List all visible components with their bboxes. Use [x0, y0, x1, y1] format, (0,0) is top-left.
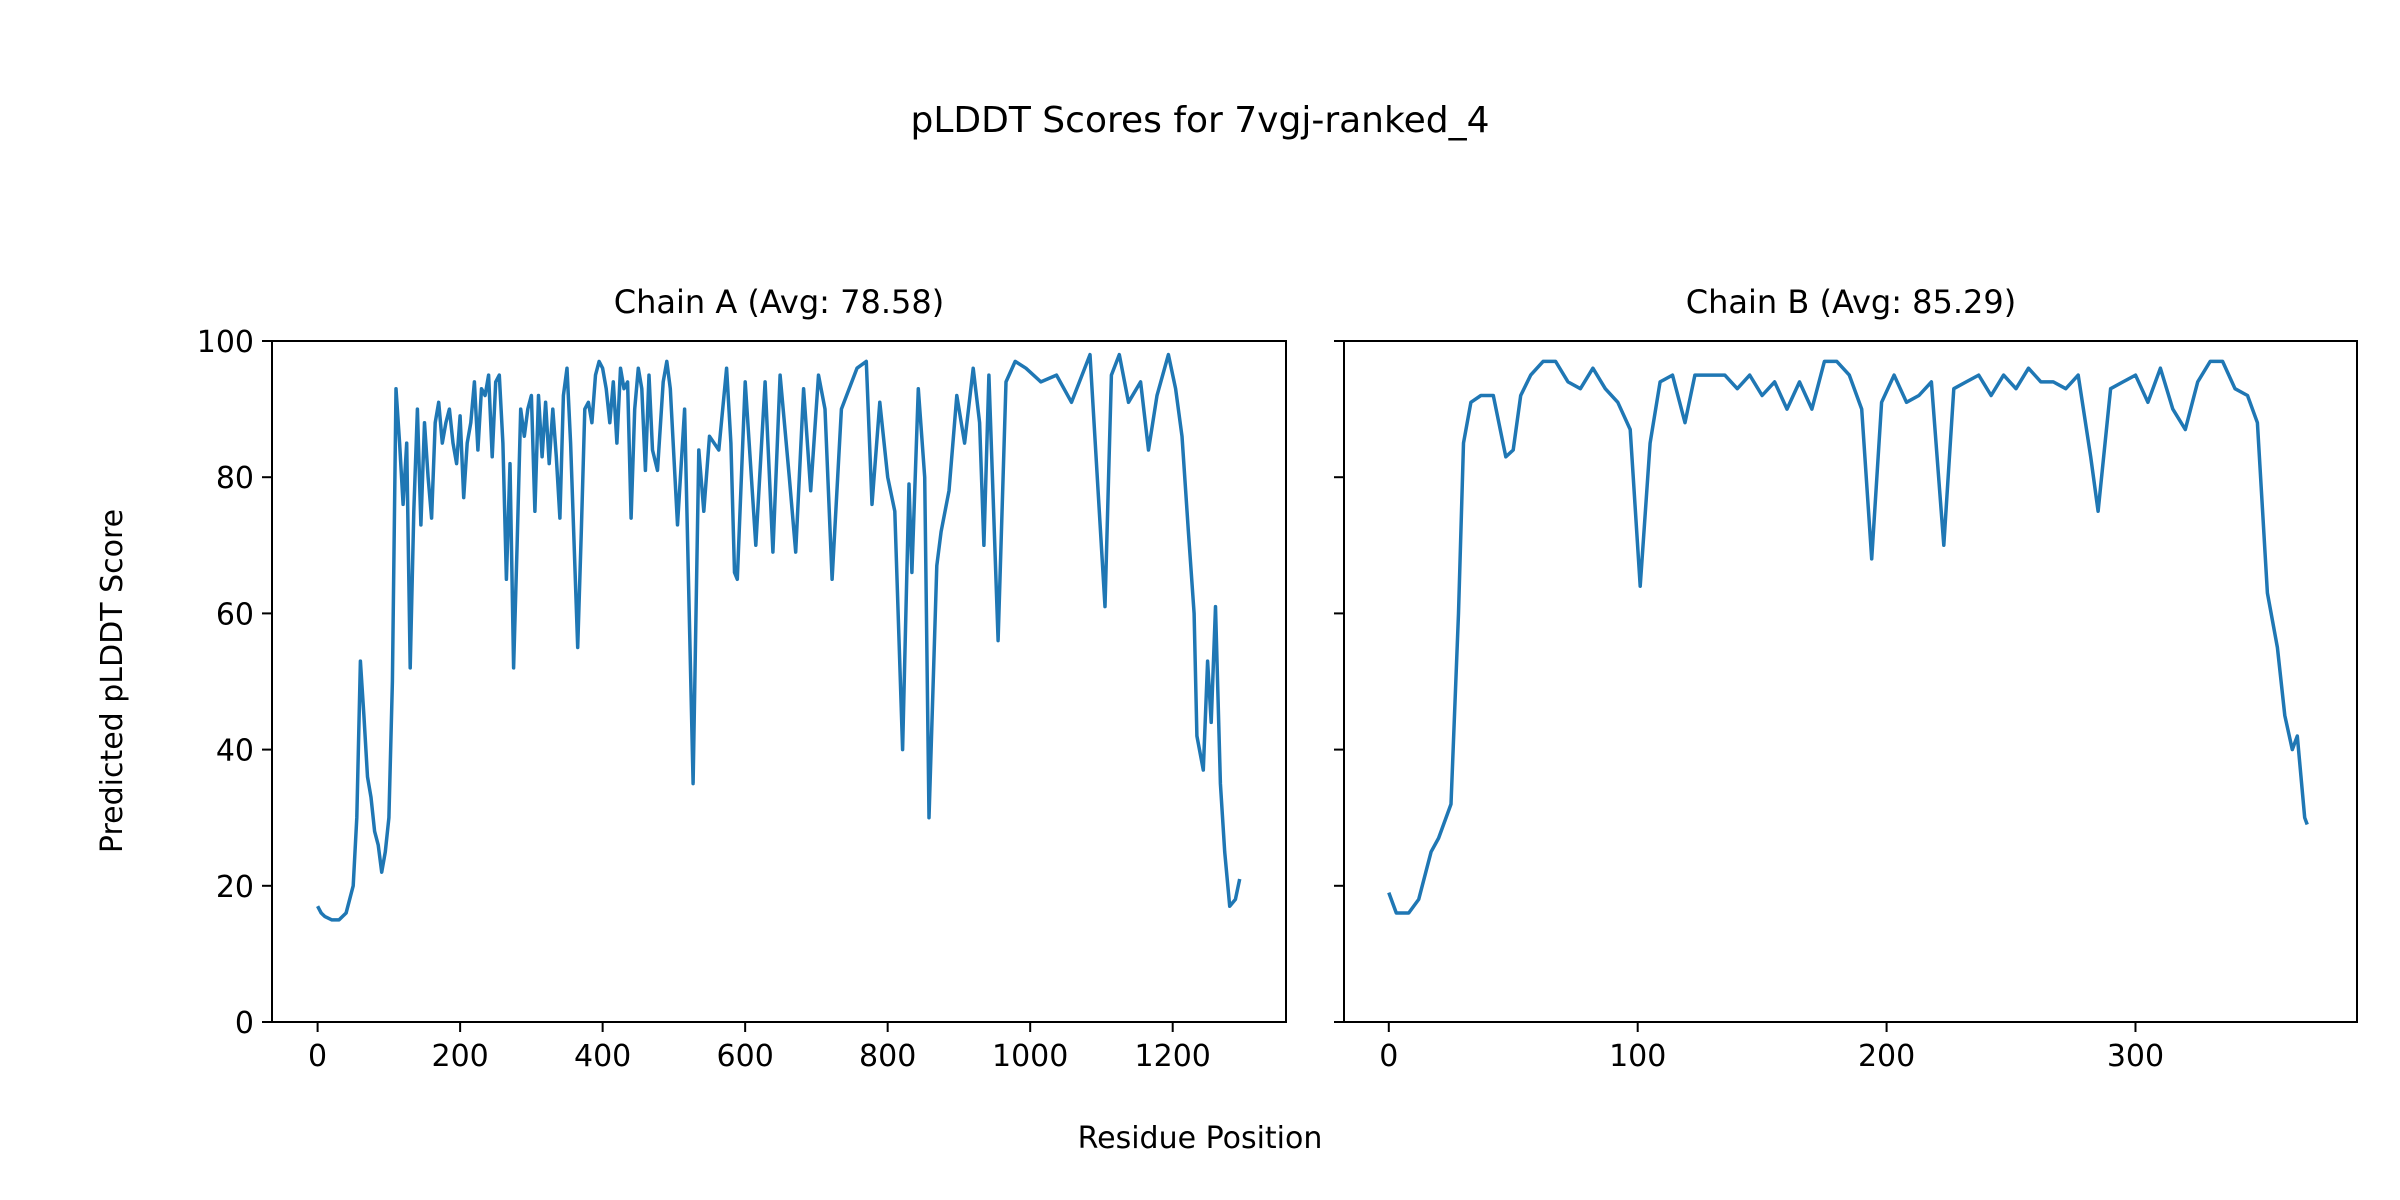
x-tick-label: 400	[574, 1039, 631, 1074]
chain-a-plddt-line	[316, 352, 1242, 922]
chain-a-axes: Chain A (Avg: 78.58) 0 200 400 600 800 1000 12…	[197, 283, 1287, 1074]
y-tick-label: 100	[197, 325, 254, 360]
x-tick-label: 1000	[992, 1039, 1068, 1074]
y-tick-label: 0	[235, 1006, 254, 1041]
chain-a-title: Chain A (Avg: 78.58)	[614, 283, 944, 321]
x-tick-label: 0	[308, 1039, 327, 1074]
y-tick-label: 60	[216, 597, 254, 632]
x-tick-label: 100	[1609, 1039, 1666, 1074]
x-tick-label: 200	[431, 1039, 488, 1074]
chain-b-axes: Chain B (Avg: 85.29) 0 100 200 300	[1334, 283, 2358, 1074]
x-axis-label: Residue Position	[1078, 1121, 1323, 1156]
y-tick-label: 40	[216, 734, 254, 769]
y-tick-label: 80	[216, 461, 254, 496]
figure-title: pLDDT Scores for 7vgj-ranked_4	[911, 100, 1490, 141]
x-tick-label: 200	[1858, 1039, 1915, 1074]
x-tick-label: 600	[717, 1039, 774, 1074]
chain-a-frame	[271, 340, 1287, 1023]
y-axis-label: Predicted pLDDT Score	[95, 509, 130, 853]
x-tick-label: 300	[2107, 1039, 2164, 1074]
y-tick-label: 20	[216, 870, 254, 905]
chain-b-plddt-line	[1387, 359, 2309, 915]
x-tick-label: 0	[1379, 1039, 1398, 1074]
x-tick-label: 1200	[1135, 1039, 1211, 1074]
chain-b-frame	[1343, 340, 2358, 1023]
chain-b-title: Chain B (Avg: 85.29)	[1686, 283, 2017, 321]
x-tick-label: 800	[859, 1039, 916, 1074]
